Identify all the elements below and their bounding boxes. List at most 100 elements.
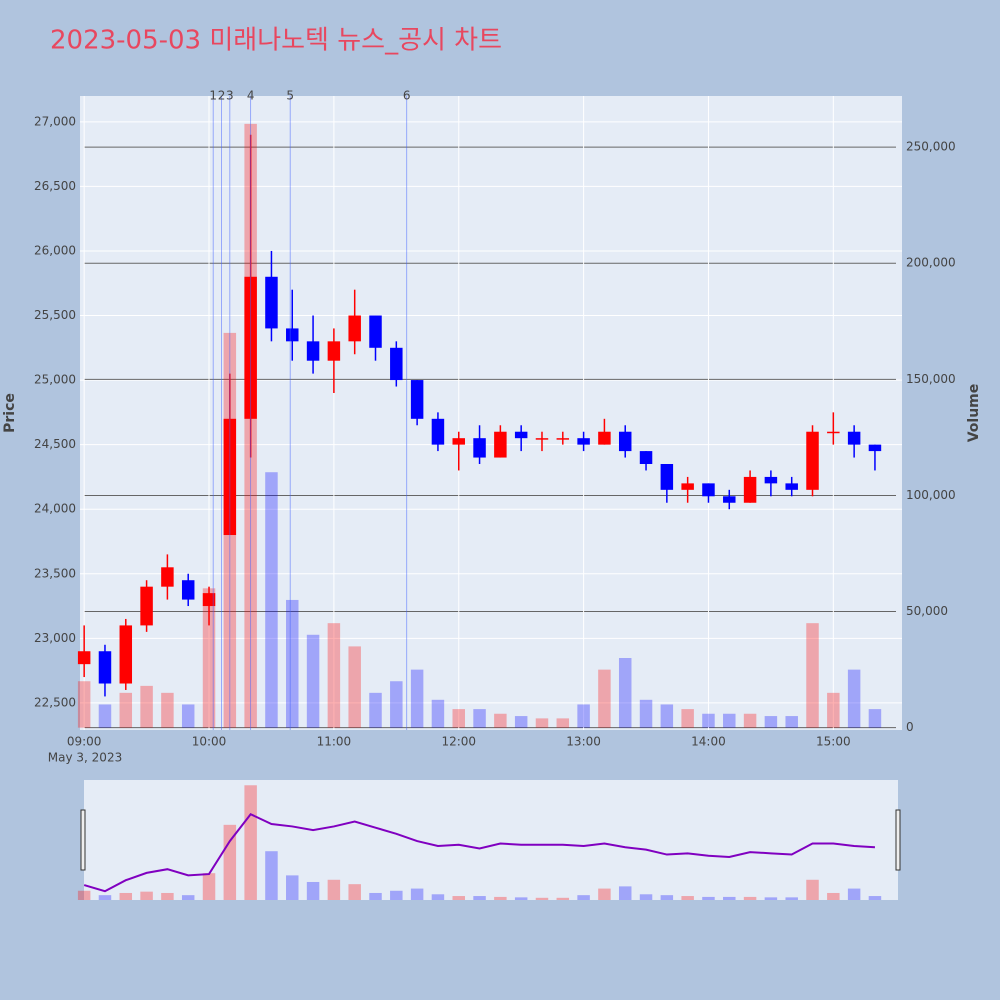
volume-bar: [618, 658, 632, 728]
slider-volume-bar: [452, 896, 465, 900]
candle-body: [702, 483, 715, 497]
slider-volume-bar: [764, 897, 778, 900]
volume-bar: [702, 713, 715, 728]
y-tick-label: 26,000: [34, 243, 76, 257]
y2-tick-label: 50,000: [906, 604, 948, 618]
slider-volume-bar: [473, 896, 486, 900]
slider-volume-bar: [639, 894, 653, 900]
slider-volume-bar: [306, 881, 320, 900]
candle-body: [473, 438, 486, 458]
candle-body: [181, 580, 195, 600]
candle-body: [306, 341, 320, 361]
volume-bar: [452, 709, 465, 728]
candle-body: [639, 451, 653, 465]
volume-bar: [327, 623, 341, 728]
slider-volume-bar: [535, 897, 549, 900]
slider-volume-bar: [265, 851, 278, 900]
y-axis-title: Price: [2, 393, 18, 433]
slider-volume-bar: [702, 896, 715, 900]
candle-body: [348, 315, 361, 342]
volume-bar: [431, 699, 445, 728]
slider-handle[interactable]: [80, 809, 86, 871]
volume-bar: [119, 692, 133, 728]
candle-body: [681, 483, 694, 490]
y2-tick-label: 200,000: [906, 256, 956, 270]
news-label: 4: [247, 89, 255, 103]
x-tick-label: 09:00: [67, 735, 102, 749]
candle-body: [161, 567, 174, 587]
plot-area: [80, 96, 902, 730]
y-tick-label: 24,500: [34, 437, 76, 451]
slider-volume-bar: [681, 896, 694, 900]
y2-tick-label: 0: [906, 720, 914, 734]
slider-volume-bar: [390, 890, 403, 900]
candle-body: [577, 438, 590, 445]
candle-body: [743, 476, 757, 503]
volume-bar: [140, 685, 153, 728]
x-date-label: May 3, 2023: [48, 751, 122, 765]
volume-bar: [306, 634, 320, 728]
x-tick-label: 14:00: [691, 735, 726, 749]
candle-body: [494, 431, 507, 458]
slider-volume-bar: [98, 895, 112, 900]
candle-body: [723, 496, 736, 503]
volume-bar: [348, 646, 361, 728]
slider-volume-bar: [410, 888, 424, 900]
volume-bar: [202, 588, 216, 728]
volume-bar: [181, 704, 195, 728]
x-tick-label: 15:00: [816, 735, 851, 749]
volume-bar: [556, 718, 570, 728]
slider-volume-bar: [348, 884, 361, 900]
x-tick-label: 12:00: [441, 735, 476, 749]
volume-bar: [473, 709, 486, 728]
slider-volume-bar: [827, 892, 840, 900]
volume-bar: [577, 704, 590, 728]
slider-volume-bar: [723, 896, 736, 900]
slider-volume-bar: [369, 892, 382, 900]
y-tick-label: 26,500: [34, 179, 76, 193]
y-tick-label: 25,500: [34, 308, 76, 322]
slider-volume-bar: [660, 895, 674, 900]
news-label: 2: [218, 89, 226, 103]
slider-volume-bar: [868, 896, 882, 900]
candle-body: [785, 483, 798, 490]
volume-bar: [681, 709, 694, 728]
slider-volume-bar: [140, 891, 153, 900]
slider-price-line: [83, 812, 876, 893]
slider-volume-bar: [577, 895, 590, 900]
slider-volume-bar: [785, 897, 798, 900]
slider-handle[interactable]: [895, 809, 901, 871]
slider-volume-bar: [286, 875, 299, 900]
candle-body: [202, 593, 216, 607]
candle-body: [618, 431, 632, 452]
volume-bar: [390, 681, 403, 728]
volume-bar: [743, 713, 757, 728]
volume-bar: [764, 716, 778, 728]
slider-volume-bar: [202, 873, 216, 900]
candle-body: [431, 418, 445, 445]
chart-title: 2023-05-03 미래나노텍 뉴스_공시 차트: [50, 26, 502, 56]
slider-volume-bar: [327, 879, 341, 900]
slider-volume-bar: [223, 824, 237, 900]
candle-body: [77, 651, 91, 665]
candle-body: [390, 347, 403, 381]
volume-bar: [723, 713, 736, 728]
slider-volume-bar: [181, 895, 195, 900]
slider-volume-bar: [806, 879, 819, 900]
volume-bar: [868, 709, 882, 728]
slider-volume-bar: [618, 886, 632, 900]
candle-body: [847, 431, 861, 445]
volume-bar: [806, 623, 819, 728]
candle-body: [327, 341, 341, 361]
volume-bar: [660, 704, 674, 728]
candle-body: [660, 464, 674, 490]
slider-volume-bar: [556, 897, 570, 900]
y-tick-label: 23,500: [34, 566, 76, 580]
news-label: 5: [286, 89, 294, 103]
candle-body: [868, 444, 882, 452]
slider-volume-bar: [431, 894, 445, 900]
y-tick-label: 25,000: [34, 373, 76, 387]
news-label: 3: [226, 89, 234, 103]
volume-bar: [535, 718, 549, 728]
